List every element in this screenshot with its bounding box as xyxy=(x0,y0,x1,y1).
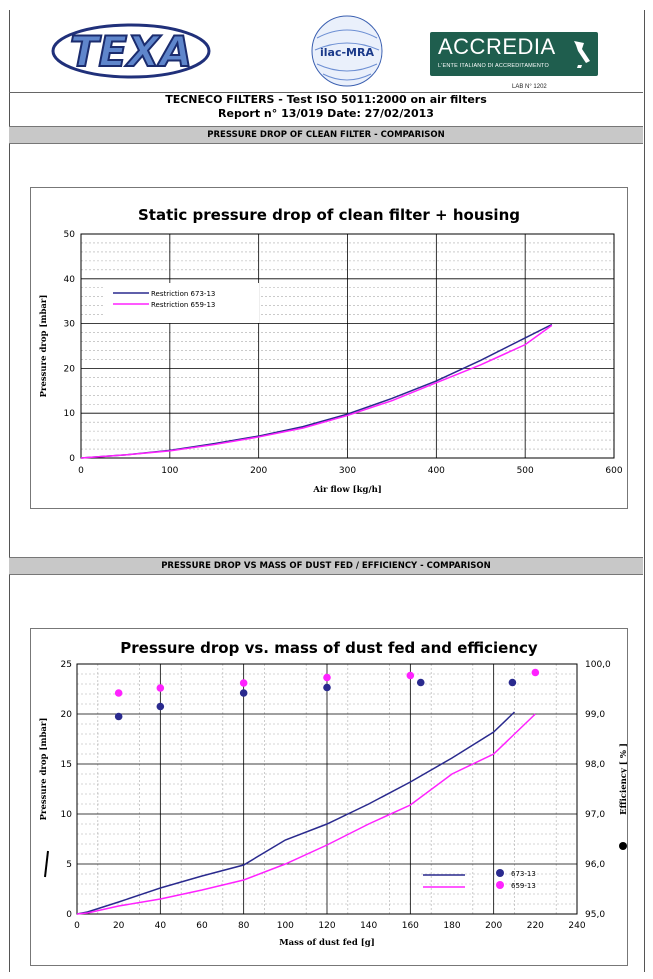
y-axis-line-marker xyxy=(45,851,48,877)
y-tick-label: 40 xyxy=(64,275,76,285)
section1-bar: PRESSURE DROP OF CLEAN FILTER - COMPARIS… xyxy=(9,126,643,144)
x-tick-label: 140 xyxy=(360,921,377,931)
efficiency-point xyxy=(407,672,415,680)
y2-axis-label: Efficiency [ % ] xyxy=(619,743,627,815)
report-title-line2: Report n° 13/019 Date: 27/02/2013 xyxy=(9,107,643,121)
y-tick-label: 20 xyxy=(61,710,73,720)
efficiency-point xyxy=(115,689,123,697)
x-tick-label: 60 xyxy=(196,921,208,931)
y-tick-label: 0 xyxy=(69,454,75,464)
x-tick-label: 300 xyxy=(339,466,356,476)
header-logos: TEXA ilac-MRA ACCREDIA L'ENTE ITALIANO D… xyxy=(9,10,643,92)
x-tick-label: 200 xyxy=(250,466,267,476)
legend-label: 673-13 xyxy=(511,870,536,878)
efficiency-point xyxy=(323,674,331,682)
y2-tick-label: 97,0 xyxy=(585,810,605,820)
legend-marker xyxy=(496,881,504,889)
x-tick-label: 220 xyxy=(527,921,544,931)
efficiency-point xyxy=(157,684,165,692)
y-tick-label: 0 xyxy=(66,910,72,920)
x-tick-label: 40 xyxy=(155,921,167,931)
x-axis-label: Air flow [kg/h] xyxy=(312,485,382,495)
chart2-box: Pressure drop vs. mass of dust fed and e… xyxy=(30,628,628,966)
x-tick-label: 120 xyxy=(318,921,335,931)
section2-bar: PRESSURE DROP VS MASS OF DUST FED / EFFI… xyxy=(9,557,643,575)
series-line xyxy=(81,324,552,458)
legend-label: Restriction 659-13 xyxy=(151,301,215,309)
report-title: TECNECO FILTERS - Test ISO 5011:2000 on … xyxy=(9,92,643,127)
x-tick-label: 600 xyxy=(605,466,622,476)
x-tick-label: 240 xyxy=(568,921,585,931)
ilac-mra-logo: ilac-MRA xyxy=(307,14,387,88)
accredia-logo-text: ACCREDIA xyxy=(438,34,556,60)
x-tick-label: 0 xyxy=(78,466,84,476)
texa-logo: TEXA xyxy=(51,22,211,80)
efficiency-point xyxy=(115,713,123,721)
y2-axis-dot-marker xyxy=(619,842,627,850)
x-tick-label: 80 xyxy=(238,921,250,931)
y-tick-label: 5 xyxy=(66,860,72,870)
efficiency-point xyxy=(157,703,165,711)
efficiency-point xyxy=(532,669,540,677)
legend-marker xyxy=(496,869,504,877)
y2-tick-label: 96,0 xyxy=(585,860,605,870)
x-tick-label: 20 xyxy=(113,921,125,931)
lab-number: LAB N° 1202 xyxy=(512,84,547,90)
x-tick-label: 100 xyxy=(277,921,294,931)
efficiency-point xyxy=(417,679,425,687)
y2-tick-label: 98,0 xyxy=(585,760,605,770)
x-tick-label: 400 xyxy=(428,466,445,476)
y-axis-label: Pressure drop [mbar] xyxy=(39,295,49,398)
efficiency-point xyxy=(240,679,248,687)
y-tick-label: 50 xyxy=(64,230,76,240)
chart2-svg: 0 5 10 15 20 25 0 20 40 60 80 100 120 140 160 180 200 220… xyxy=(31,629,627,965)
x-tick-label: 0 xyxy=(74,921,80,931)
x-tick-label: 160 xyxy=(402,921,419,931)
texa-logo-text: TEXA xyxy=(70,27,192,76)
y2-tick-label: 99,0 xyxy=(585,710,605,720)
accredia-logo: ACCREDIA L'ENTE ITALIANO DI ACCREDITAMEN… xyxy=(430,32,598,76)
x-tick-label: 100 xyxy=(161,466,178,476)
italy-map-icon xyxy=(570,39,592,69)
efficiency-point xyxy=(509,679,517,687)
x-tick-label: 500 xyxy=(517,466,534,476)
ilac-logo-text: ilac-MRA xyxy=(320,46,374,59)
efficiency-point xyxy=(323,684,331,692)
y-tick-label: 25 xyxy=(61,660,72,670)
y-tick-label: 30 xyxy=(64,320,76,330)
y2-tick-label: 95,0 xyxy=(585,910,605,920)
y-tick-label: 10 xyxy=(64,409,76,419)
y-tick-label: 20 xyxy=(64,364,76,374)
efficiency-point xyxy=(240,689,248,697)
y-tick-label: 15 xyxy=(61,760,72,770)
x-axis-label: Mass of dust fed [g] xyxy=(279,938,374,948)
y-axis-label: Pressure drop [mbar] xyxy=(39,718,49,821)
accredia-logo-subtext: L'ENTE ITALIANO DI ACCREDITAMENTO xyxy=(438,63,549,69)
y2-tick-label: 100,0 xyxy=(585,660,611,670)
legend-label: 659-13 xyxy=(511,882,536,890)
chart1-box: Static pressure drop of clean filter + h… xyxy=(30,187,628,509)
legend-label: Restriction 673-13 xyxy=(151,290,215,298)
x-tick-label: 200 xyxy=(485,921,502,931)
y-tick-label: 10 xyxy=(61,810,73,820)
x-tick-label: 180 xyxy=(443,921,460,931)
series-line xyxy=(81,325,552,458)
report-title-line1: TECNECO FILTERS - Test ISO 5011:2000 on … xyxy=(9,93,643,107)
